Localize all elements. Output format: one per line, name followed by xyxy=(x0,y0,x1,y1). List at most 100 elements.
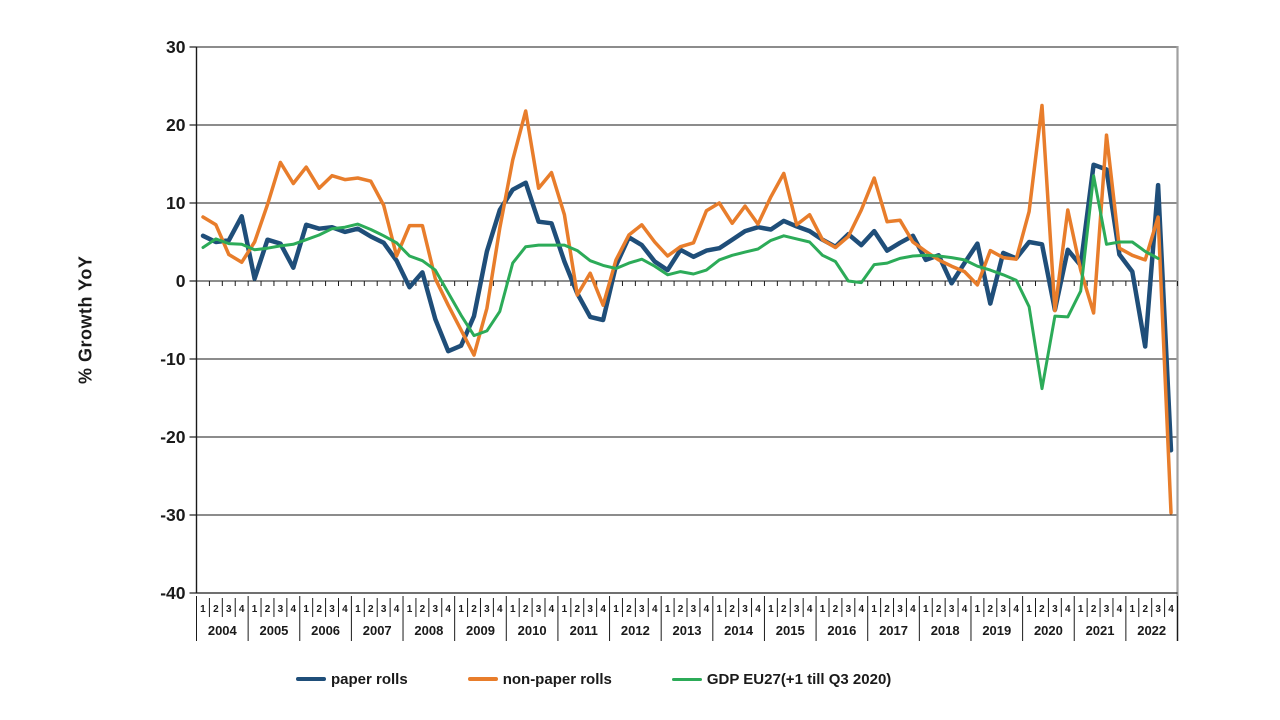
quarter-label: 1 xyxy=(613,604,619,615)
quarter-label: 1 xyxy=(665,604,671,615)
ytick-label-20: 20 xyxy=(166,115,186,135)
year-label-2010: 2010 xyxy=(518,623,547,638)
quarter-label: 4 xyxy=(291,604,297,615)
quarter-label: 1 xyxy=(303,604,309,615)
quarter-label: 4 xyxy=(1013,604,1019,615)
quarter-label: 1 xyxy=(1130,604,1136,615)
quarter-label: 2 xyxy=(213,604,219,615)
quarter-label: 1 xyxy=(562,604,568,615)
quarter-label: 2 xyxy=(523,604,529,615)
chart-legend: paper rolls non-paper rolls GDP EU27(+1 ti… xyxy=(296,666,891,692)
quarter-label: 2 xyxy=(471,604,477,615)
quarter-label: 3 xyxy=(381,604,387,615)
quarter-label: 4 xyxy=(497,604,503,615)
quarter-label: 3 xyxy=(536,604,542,615)
year-label-2005: 2005 xyxy=(259,623,288,638)
quarter-label: 2 xyxy=(1039,604,1045,615)
quarter-label: 1 xyxy=(200,604,206,615)
quarter-label: 3 xyxy=(1052,604,1058,615)
quarter-label: 1 xyxy=(252,604,258,615)
quarter-label: 3 xyxy=(897,604,903,615)
quarter-label: 4 xyxy=(1117,604,1123,615)
year-label-2007: 2007 xyxy=(363,623,392,638)
quarter-label: 4 xyxy=(910,604,916,615)
quarter-label: 1 xyxy=(407,604,413,615)
quarter-label: 2 xyxy=(936,604,942,615)
quarter-label: 2 xyxy=(316,604,322,615)
year-label-2015: 2015 xyxy=(776,623,805,638)
quarter-label: 1 xyxy=(355,604,361,615)
quarter-label: 2 xyxy=(1091,604,1097,615)
quarter-label: 4 xyxy=(962,604,968,615)
quarter-label: 4 xyxy=(549,604,555,615)
ytick-label-30: 30 xyxy=(166,37,186,57)
legend-item-gdp-eu27-1-till-q3-2020: GDP EU27(+1 till Q3 2020) xyxy=(671,670,892,688)
ytick-label--30: -30 xyxy=(160,505,186,525)
series-line-gdp-eu27-1-till-q3-2020 xyxy=(201,174,1160,391)
ytick-label-0: 0 xyxy=(176,271,186,291)
quarter-label: 2 xyxy=(368,604,374,615)
year-label-2012: 2012 xyxy=(621,623,650,638)
quarter-label: 3 xyxy=(484,604,490,615)
quarter-label: 3 xyxy=(1104,604,1110,615)
quarter-label: 2 xyxy=(729,604,735,615)
quarter-label: 2 xyxy=(884,604,890,615)
legend-label: GDP EU27(+1 till Q3 2020) xyxy=(706,670,892,688)
quarter-label: 2 xyxy=(265,604,271,615)
legend-swatch xyxy=(296,676,326,682)
quarter-label: 3 xyxy=(329,604,335,615)
quarter-label: 1 xyxy=(820,604,826,615)
quarter-label: 4 xyxy=(652,604,658,615)
quarter-label: 2 xyxy=(420,604,426,615)
quarter-label: 4 xyxy=(807,604,813,615)
quarter-label: 4 xyxy=(1168,604,1174,615)
quarter-label: 1 xyxy=(1078,604,1084,615)
legend-swatch xyxy=(467,677,498,681)
quarter-label: 3 xyxy=(639,604,645,615)
quarter-label: 4 xyxy=(239,604,245,615)
quarter-label: 1 xyxy=(1026,604,1032,615)
quarter-label: 4 xyxy=(858,604,864,615)
quarter-label: 4 xyxy=(755,604,761,615)
year-label-2021: 2021 xyxy=(1086,623,1115,638)
quarter-label: 2 xyxy=(988,604,994,615)
legend-label: paper rolls xyxy=(331,670,408,688)
quarter-label: 3 xyxy=(226,604,232,615)
quarter-label: 1 xyxy=(768,604,774,615)
year-label-2017: 2017 xyxy=(879,623,908,638)
quarter-label: 3 xyxy=(742,604,748,615)
quarter-label: 3 xyxy=(1155,604,1161,615)
series-line-paper-rolls xyxy=(200,162,1174,453)
legend-swatch xyxy=(671,677,702,681)
quarter-label: 1 xyxy=(510,604,516,615)
quarter-label: 1 xyxy=(871,604,877,615)
quarter-label: 2 xyxy=(1142,604,1148,615)
ytick-label--10: -10 xyxy=(160,349,186,369)
year-label-2006: 2006 xyxy=(311,623,340,638)
ytick-label--20: -20 xyxy=(160,427,186,447)
legend-label: non-paper rolls xyxy=(502,670,612,688)
year-label-2014: 2014 xyxy=(724,623,754,638)
quarter-label: 1 xyxy=(923,604,929,615)
ytick-label-10: 10 xyxy=(166,193,186,213)
year-label-2018: 2018 xyxy=(931,623,960,638)
year-label-2019: 2019 xyxy=(982,623,1011,638)
quarter-label: 3 xyxy=(587,604,593,615)
quarter-label: 4 xyxy=(600,604,606,615)
quarter-label: 3 xyxy=(949,604,955,615)
quarter-label: 3 xyxy=(278,604,284,615)
quarter-label: 4 xyxy=(394,604,400,615)
year-label-2009: 2009 xyxy=(466,623,495,638)
year-label-2008: 2008 xyxy=(414,623,443,638)
quarter-label: 4 xyxy=(1065,604,1071,615)
quarter-label: 4 xyxy=(342,604,348,615)
year-label-2020: 2020 xyxy=(1034,623,1063,638)
series-line-non-paper-rolls xyxy=(201,103,1173,515)
quarter-label: 3 xyxy=(433,604,439,615)
legend-item-non-paper-rolls: non-paper rolls xyxy=(467,670,612,688)
year-label-2004: 2004 xyxy=(208,623,238,638)
quarter-label: 3 xyxy=(794,604,800,615)
quarter-label: 4 xyxy=(445,604,451,615)
quarter-label: 1 xyxy=(716,604,722,615)
